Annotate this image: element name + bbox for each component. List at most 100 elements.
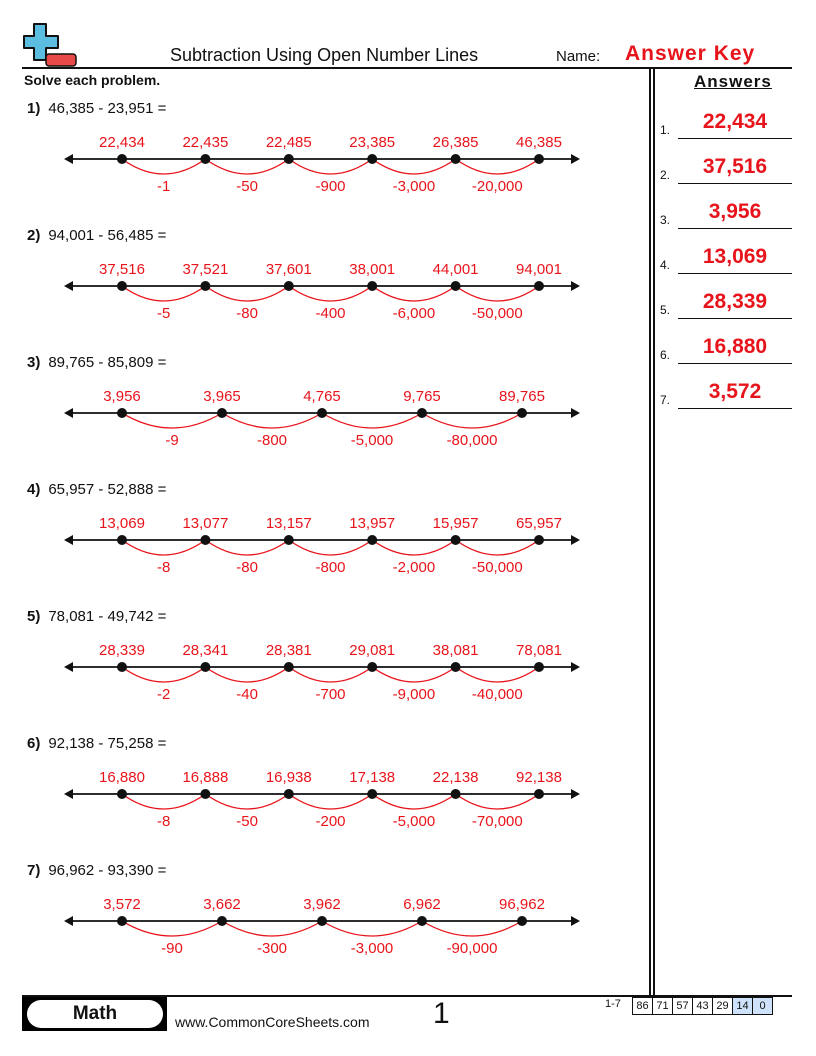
jump-label: -9 [165,432,178,449]
arrow-right-icon [571,408,580,418]
answer-field[interactable]: 3,572 [678,380,792,409]
jump-arc [371,539,456,556]
point-label: 17,138 [349,769,395,786]
point-label: 46,385 [516,134,562,151]
point-label: 4,765 [303,388,341,405]
answer-field[interactable]: 37,516 [678,155,792,184]
answer-row: 2. 37,516 [660,154,792,184]
number-line-point [450,535,461,545]
arrow-left-icon [64,281,73,291]
website-link[interactable]: www.CommonCoreSheets.com [175,1014,370,1030]
column-divider [649,69,651,997]
problem-expression: 78,081 - 49,742 = [48,608,167,625]
point-label: 26,385 [433,134,479,151]
answer-field[interactable]: 13,069 [678,245,792,274]
number-line: -90 -300 -3,000 -90,000 3,572 3,662 3,962 6,962… [64,896,580,957]
number-line-point [517,916,527,926]
answer-number: 5. [660,303,671,317]
answer-number: 1. [660,123,671,137]
number-line: -2 -40 -700 -9,000 -40,000 28,339 28,341 28,381… [64,642,580,703]
problem-expression: 94,001 - 56,485 = [48,227,167,244]
number-line: -9 -800 -5,000 -80,000 3,956 3,965 4,765 9,765 8… [64,388,580,449]
problem-number: 5) [27,608,41,625]
number-line-point [450,789,461,799]
point-label: 16,880 [99,769,145,786]
jump-arc [121,285,206,302]
answer-row: 1. 22,434 [660,109,792,139]
number-line: -5 -80 -400 -6,000 -50,000 37,516 37,521 37,601… [64,261,580,322]
jump-label: -40,000 [472,686,523,703]
problem-expression: 89,765 - 85,809 = [48,354,167,371]
answer-number: 4. [660,258,671,272]
point-label: 15,957 [433,515,479,532]
score-cell: 29 [712,998,732,1014]
number-line-point [367,154,378,164]
arrow-left-icon [64,662,73,672]
point-label: 92,138 [516,769,562,786]
problem-expression: 46,385 - 23,951 = [48,100,167,117]
number-line-point [117,408,127,418]
number-line-point [534,281,544,291]
answer-field[interactable]: 16,880 [678,335,792,364]
number-line-point [117,662,127,672]
arrow-right-icon [571,662,580,672]
number-line-point [450,154,461,164]
jump-arc [205,793,290,810]
answer-field[interactable]: 3,956 [678,200,792,229]
point-label: 16,938 [266,769,312,786]
point-label: 22,435 [182,134,228,151]
jump-label: -6,000 [393,305,436,322]
instructions: Solve each problem. [24,72,161,88]
number-line-point [117,154,127,164]
jump-label: -20,000 [472,178,523,195]
number-line-point [534,789,544,799]
arrow-left-icon [64,154,73,164]
point-label: 13,157 [266,515,312,532]
jump-label: -70,000 [472,813,523,830]
jump-arc [455,539,540,556]
point-label: 78,081 [516,642,562,659]
point-label: 22,485 [266,134,312,151]
number-line-point [367,535,378,545]
jump-arc [121,158,206,175]
problem-number: 3) [27,354,41,371]
number-line-point [200,662,211,672]
score-cell: 14 [732,998,752,1014]
jump-arc [288,285,373,302]
problem-prompt: 3) 89,765 - 85,809 = [27,354,166,371]
point-label: 23,385 [349,134,395,151]
jump-label: -90 [161,940,183,957]
problem-number: 7) [27,862,41,879]
page-number: 1 [433,997,450,1030]
logo-plus-minus-icon [23,23,77,67]
jump-label: -50 [236,178,258,195]
jump-label: -800 [315,559,345,576]
jump-arc [205,285,290,302]
subject-label: Math [27,1000,163,1028]
arrow-left-icon [64,916,73,926]
number-line: -1 -50 -900 -3,000 -20,000 22,434 22,435 22,485… [64,134,580,195]
jump-arc [371,793,456,810]
number-line-point [283,154,294,164]
arrow-left-icon [64,535,73,545]
jump-label: -3,000 [393,178,436,195]
answer-field[interactable]: 22,434 [678,110,792,139]
number-line-point [200,154,211,164]
number-line-point [317,408,327,418]
problem-prompt: 6) 92,138 - 75,258 = [27,735,166,752]
arrow-left-icon [64,408,73,418]
answer-row: 3. 3,956 [660,199,792,229]
score-range-label: 1-7 [605,998,621,1010]
number-line-point [117,789,127,799]
point-label: 89,765 [499,388,545,405]
jump-label: -80 [236,305,258,322]
number-line: -8 -80 -800 -2,000 -50,000 13,069 13,077 13,157… [64,515,580,576]
jump-label: -8 [157,559,170,576]
answers-heading: Answers [694,72,772,91]
number-line-point [417,408,427,418]
jump-arc [371,158,456,175]
answer-number: 6. [660,348,671,362]
problem-expression: 92,138 - 75,258 = [48,735,167,752]
jump-label: -2,000 [393,559,436,576]
answer-field[interactable]: 28,339 [678,290,792,319]
